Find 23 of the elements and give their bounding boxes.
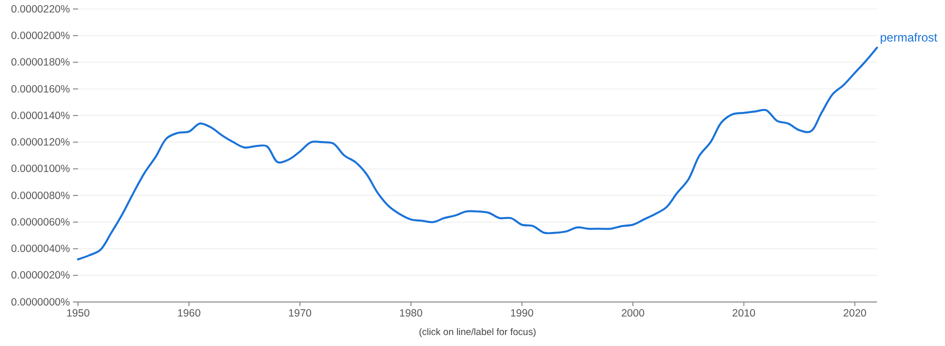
x-tick-label: 2020 xyxy=(843,307,867,320)
x-tick-label: 1970 xyxy=(288,307,312,320)
y-tick-label: 0.0000020% xyxy=(11,270,70,282)
y-tick-label: 0.0000000% xyxy=(11,296,70,308)
x-tick-label: 1990 xyxy=(510,307,534,320)
x-tick-label: 1980 xyxy=(399,307,423,320)
x-tick-label: 1960 xyxy=(177,307,201,320)
x-tick-label: 2000 xyxy=(621,307,645,320)
y-tick-label: 0.0000200% xyxy=(11,30,70,42)
x-tick-label: 1950 xyxy=(66,307,90,320)
y-tick-label: 0.0000160% xyxy=(11,83,70,96)
y-tick-label: 0.0000140% xyxy=(11,110,70,122)
y-tick-label: 0.0000080% xyxy=(11,190,70,202)
y-tick-label: 0.0000040% xyxy=(11,243,70,256)
x-tick-label: 2010 xyxy=(732,307,756,320)
y-tick-label: 0.0000060% xyxy=(11,216,70,228)
line-series xyxy=(77,46,878,260)
text: (click on line/label for focus) xyxy=(418,327,536,338)
y-tick-label: 0.0000120% xyxy=(11,136,70,149)
y-tick-label: 0.0000220% xyxy=(11,3,70,16)
series-label: permafrost xyxy=(880,30,938,45)
y-tick-label: 0.0000180% xyxy=(11,56,70,69)
y-tick-label: 0.0000100% xyxy=(11,163,70,176)
